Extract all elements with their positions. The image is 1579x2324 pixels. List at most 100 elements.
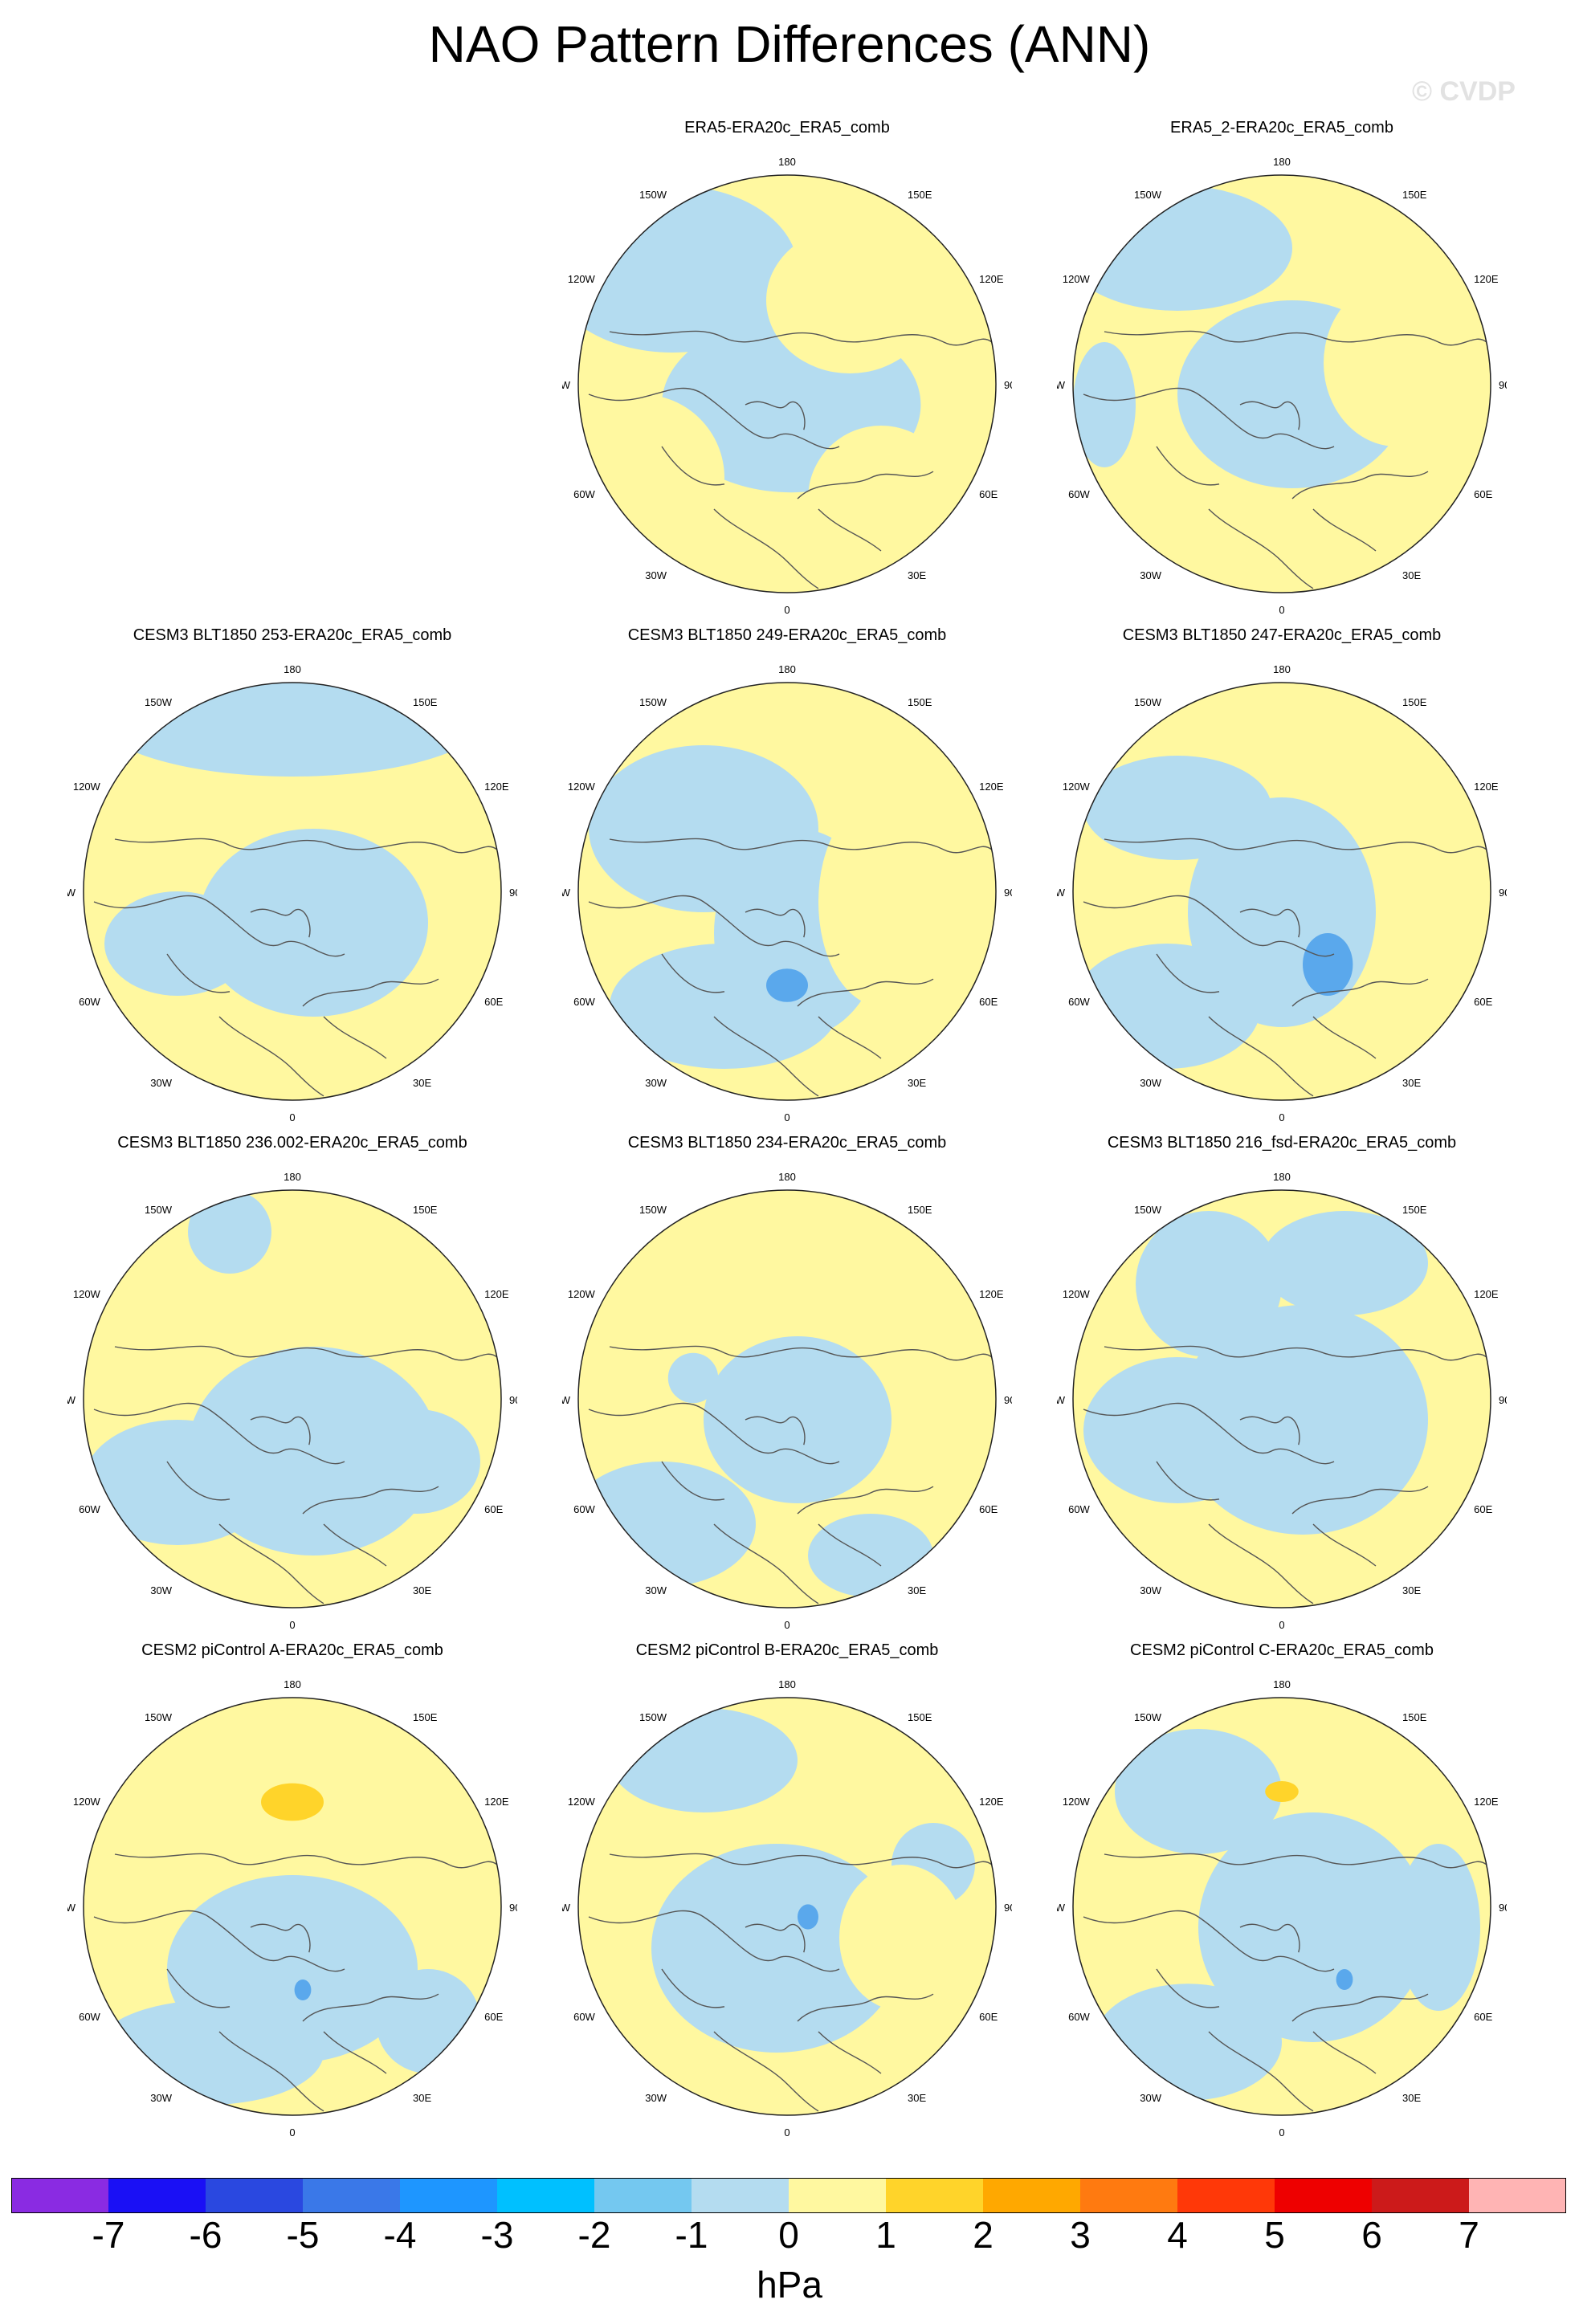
longitude-label: 90E <box>1004 1394 1012 1406</box>
colorbar-swatch <box>303 2178 401 2213</box>
longitude-label: 60E <box>1474 996 1492 1008</box>
longitude-label: 120E <box>1474 1796 1499 1808</box>
map-border <box>83 682 502 1101</box>
coastline <box>1239 908 1300 938</box>
anomaly-region <box>578 1462 756 1587</box>
longitude-label: 90E <box>1499 887 1507 899</box>
anomaly-region <box>667 1352 719 1404</box>
longitude-label: 30E <box>908 569 926 581</box>
anomaly-region <box>104 891 251 996</box>
anomaly-region <box>355 1409 480 1514</box>
coastline <box>1312 508 1377 552</box>
anomaly-region <box>1303 933 1353 996</box>
coastline <box>818 1523 882 1567</box>
colorbar-tick-label: 0 <box>778 2214 799 2256</box>
longitude-label: 60W <box>573 1503 595 1515</box>
polar-map: 180 0 150W 150E 120W 120E 90W 90E 60W 60E 30W 30E <box>67 663 517 1123</box>
longitude-label: 30W <box>645 1077 667 1089</box>
map-panel: CESM2 piControl C-ERA20c_ERA5_comb 180 0 15… <box>1057 1641 1507 2147</box>
longitude-label: 0 <box>1279 2126 1284 2138</box>
longitude-label: 180 <box>1273 663 1291 675</box>
longitude-label: 60W <box>79 996 100 1008</box>
longitude-label: 60E <box>484 996 503 1008</box>
longitude-label: 30W <box>1140 1584 1161 1596</box>
longitude-label: 120E <box>1474 781 1499 793</box>
longitude-label: 30W <box>150 1077 172 1089</box>
longitude-label: 30E <box>413 1077 431 1089</box>
longitude-label: 30E <box>1402 1584 1421 1596</box>
anomaly-region <box>94 2000 324 2105</box>
map-border <box>1072 1697 1491 2116</box>
longitude-label: 60W <box>573 996 595 1008</box>
polar-map: 180 0 150W 150E 120W 120E 90W 90E 60W 60E 30W 30E <box>67 1171 517 1631</box>
panel-title: CESM2 piControl A-ERA20c_ERA5_comb <box>141 1641 443 1659</box>
coastline <box>818 508 882 552</box>
anomaly-region <box>818 797 944 1006</box>
panel-title: CESM3 BLT1850 234-ERA20c_ERA5_comb <box>627 1134 947 1152</box>
map-panel: ERA5-ERA20c_ERA5_comb 180 0 150W 150E 120W 120… <box>562 119 1012 625</box>
anomaly-region <box>84 1420 271 1545</box>
longitude-label: 90E <box>1004 1902 1012 1914</box>
panel-title: CESM3 BLT1850 236.002-ERA20c_ERA5_comb <box>117 1134 467 1152</box>
longitude-label: 60E <box>1474 1503 1492 1515</box>
panel-title: CESM3 BLT1850 247-ERA20c_ERA5_comb <box>1122 626 1442 644</box>
longitude-label: 180 <box>778 1171 796 1183</box>
coastline <box>1291 1993 1429 2022</box>
coastline <box>609 838 993 854</box>
colorbar-swatch <box>789 2178 887 2213</box>
longitude-label: 30E <box>1402 569 1421 581</box>
anomaly-region <box>1073 186 1292 311</box>
polar-map: 180 0 150W 150E 120W 120E 90W 90E 60W 60E 30W 30E <box>562 663 1012 1123</box>
coastline <box>797 978 934 1007</box>
anomaly-region <box>1261 1211 1428 1315</box>
colorbar-swatch <box>692 2178 790 2213</box>
coastline <box>1312 1016 1377 1059</box>
panel-title: CESM3 BLT1850 249-ERA20c_ERA5_comb <box>627 626 947 644</box>
longitude-label: 90E <box>1499 1902 1507 1914</box>
longitude-label: 180 <box>1273 156 1291 168</box>
coastline <box>1083 895 1335 957</box>
coastline <box>166 1968 231 2008</box>
coastline <box>745 908 806 938</box>
coastline <box>661 446 725 486</box>
colorbar-swatch <box>983 2178 1081 2213</box>
colorbar-tick-label: -1 <box>675 2214 708 2256</box>
coastline <box>1312 2031 1377 2074</box>
longitude-label: 120E <box>979 1796 1004 1808</box>
anomaly-region <box>1083 1357 1271 1503</box>
longitude-label: 120W <box>568 1288 596 1300</box>
longitude-label: 0 <box>784 1111 790 1123</box>
longitude-label: 30W <box>1140 2092 1161 2104</box>
panel-title: CESM2 piControl C-ERA20c_ERA5_comb <box>1130 1641 1434 1659</box>
colorbar-swatch <box>594 2178 692 2213</box>
longitude-label: 150E <box>908 696 932 708</box>
map-border <box>577 682 997 1101</box>
longitude-label: 90E <box>509 1394 517 1406</box>
anomaly-region <box>94 683 491 777</box>
map-border <box>83 1189 502 1608</box>
colorbar-swatch <box>206 2178 304 2213</box>
coastline <box>1208 508 1314 589</box>
longitude-label: 150E <box>413 696 438 708</box>
map-panel: CESM3 BLT1850 216_fsd-ERA20c_ERA5_comb 18… <box>1057 1134 1507 1640</box>
colorbar-tick-label: 2 <box>973 2214 994 2256</box>
longitude-label: 150W <box>639 1204 667 1216</box>
colorbar-swatch <box>1177 2178 1275 2213</box>
longitude-label: 90W <box>1057 379 1066 391</box>
colorbar-tick-label: 5 <box>1264 2214 1285 2256</box>
coastline <box>745 1416 806 1445</box>
longitude-label: 150E <box>413 1204 438 1216</box>
panel-title: CESM2 piControl B-ERA20c_ERA5_comb <box>635 1641 939 1659</box>
longitude-label: 60W <box>79 1503 100 1515</box>
longitude-label: 0 <box>784 1619 790 1631</box>
anomaly-region <box>1265 1781 1299 1802</box>
longitude-label: 0 <box>1279 604 1284 616</box>
longitude-label: 150E <box>1402 1711 1427 1723</box>
coastline <box>1239 1923 1300 1953</box>
colorbar-labels: -7 -6 -5 -4 -3 -2 -1 0 1 2 3 4 5 6 7 <box>0 2213 1579 2269</box>
coastline <box>93 895 345 957</box>
coastline <box>609 1853 993 1869</box>
longitude-label: 60W <box>1068 1503 1090 1515</box>
longitude-label: 120E <box>979 1288 1004 1300</box>
colorbar-swatch <box>108 2178 206 2213</box>
